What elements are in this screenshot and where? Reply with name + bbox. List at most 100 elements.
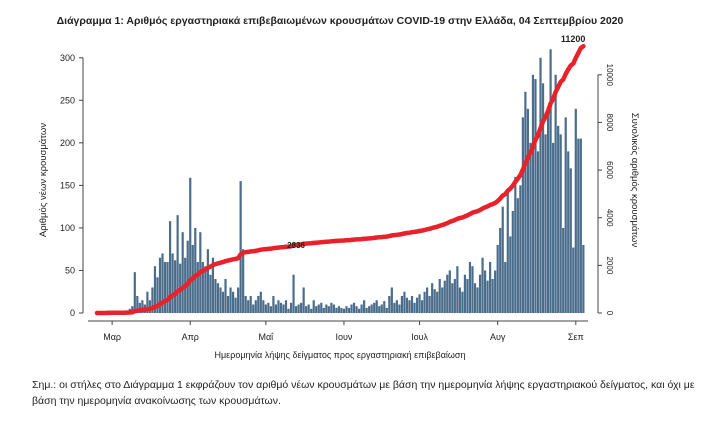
bar [244, 295, 247, 313]
bar [398, 304, 401, 313]
bar [158, 257, 162, 313]
bar [219, 287, 222, 313]
bar [373, 302, 376, 313]
bar [443, 280, 446, 313]
bar [186, 240, 189, 313]
bar [478, 274, 482, 313]
bar [483, 270, 487, 313]
bar [534, 79, 537, 314]
bar [327, 306, 330, 313]
bar [541, 83, 545, 314]
bar [395, 300, 398, 313]
bar [446, 274, 449, 313]
bar [264, 304, 267, 313]
bar [322, 307, 325, 313]
bar [388, 295, 391, 313]
bar [458, 287, 461, 313]
bar [383, 301, 386, 313]
bar [310, 308, 313, 313]
bar [342, 308, 346, 313]
bar [408, 300, 411, 313]
x-axis-label: Ημερομηνία λήψης δείγματος προς εργαστηρ… [215, 350, 466, 360]
bar [393, 302, 396, 313]
bar [279, 302, 283, 313]
bar [433, 289, 436, 313]
y-tick-label: 50 [65, 265, 75, 275]
bar [468, 261, 472, 313]
bar [269, 306, 272, 313]
y2-tick-label: 10000 [605, 64, 614, 87]
annotation: 11200 [561, 34, 586, 44]
bar [418, 294, 421, 313]
bar [136, 295, 139, 313]
bar [370, 304, 373, 313]
annotation: 2836 [287, 241, 305, 250]
bar [496, 244, 499, 313]
bar [214, 278, 217, 313]
bar [567, 151, 570, 313]
bar [426, 287, 429, 313]
x-tick-label: Απρ [182, 332, 199, 342]
bar [289, 302, 293, 313]
bar [481, 257, 484, 313]
bar [229, 287, 232, 313]
bar [413, 302, 416, 313]
bar [330, 302, 333, 313]
bar [365, 307, 368, 313]
bar [473, 283, 477, 313]
bar [423, 291, 426, 313]
bar [252, 304, 255, 313]
bar [549, 49, 552, 313]
bar [221, 291, 225, 313]
bar [337, 306, 341, 313]
bar [141, 300, 144, 313]
y2-tick-label: 4000 [605, 209, 614, 227]
bar [259, 291, 262, 313]
bar [146, 291, 149, 313]
bar [305, 306, 308, 313]
x-tick-label: Ιουλ [411, 332, 428, 342]
bar [539, 57, 542, 314]
bar [420, 300, 424, 313]
bar [536, 151, 540, 313]
bar [582, 244, 585, 313]
y-tick-label: 250 [60, 95, 75, 105]
bar [557, 125, 560, 313]
bar [320, 302, 323, 313]
bar [390, 287, 393, 313]
bar [378, 306, 381, 313]
bar [277, 300, 280, 313]
y-tick-label: 200 [60, 138, 75, 148]
y-tick-label: 150 [60, 180, 75, 190]
bar [501, 206, 504, 313]
bar [138, 302, 141, 313]
bar [335, 307, 338, 313]
bar [131, 306, 134, 313]
bar [307, 304, 310, 313]
bar [234, 297, 237, 313]
bar [451, 283, 454, 313]
bar [428, 295, 431, 313]
y-tick-label: 300 [60, 53, 75, 63]
bar [453, 278, 456, 313]
bar [544, 134, 547, 313]
bar [476, 287, 479, 313]
bar [325, 304, 328, 313]
bar [415, 297, 419, 313]
bar [486, 280, 489, 313]
bar [504, 261, 507, 313]
bar [242, 249, 245, 313]
bar [163, 261, 167, 313]
bar [552, 142, 555, 313]
bar [385, 307, 388, 313]
bar [181, 232, 184, 313]
bar [267, 302, 270, 313]
bar [174, 260, 177, 313]
y2-tick-label: 8000 [605, 114, 614, 132]
bar [206, 249, 209, 313]
bar [189, 177, 192, 313]
bar [489, 261, 492, 313]
bar [196, 261, 199, 313]
bar [375, 300, 378, 313]
y2-tick-label: 6000 [605, 161, 614, 179]
